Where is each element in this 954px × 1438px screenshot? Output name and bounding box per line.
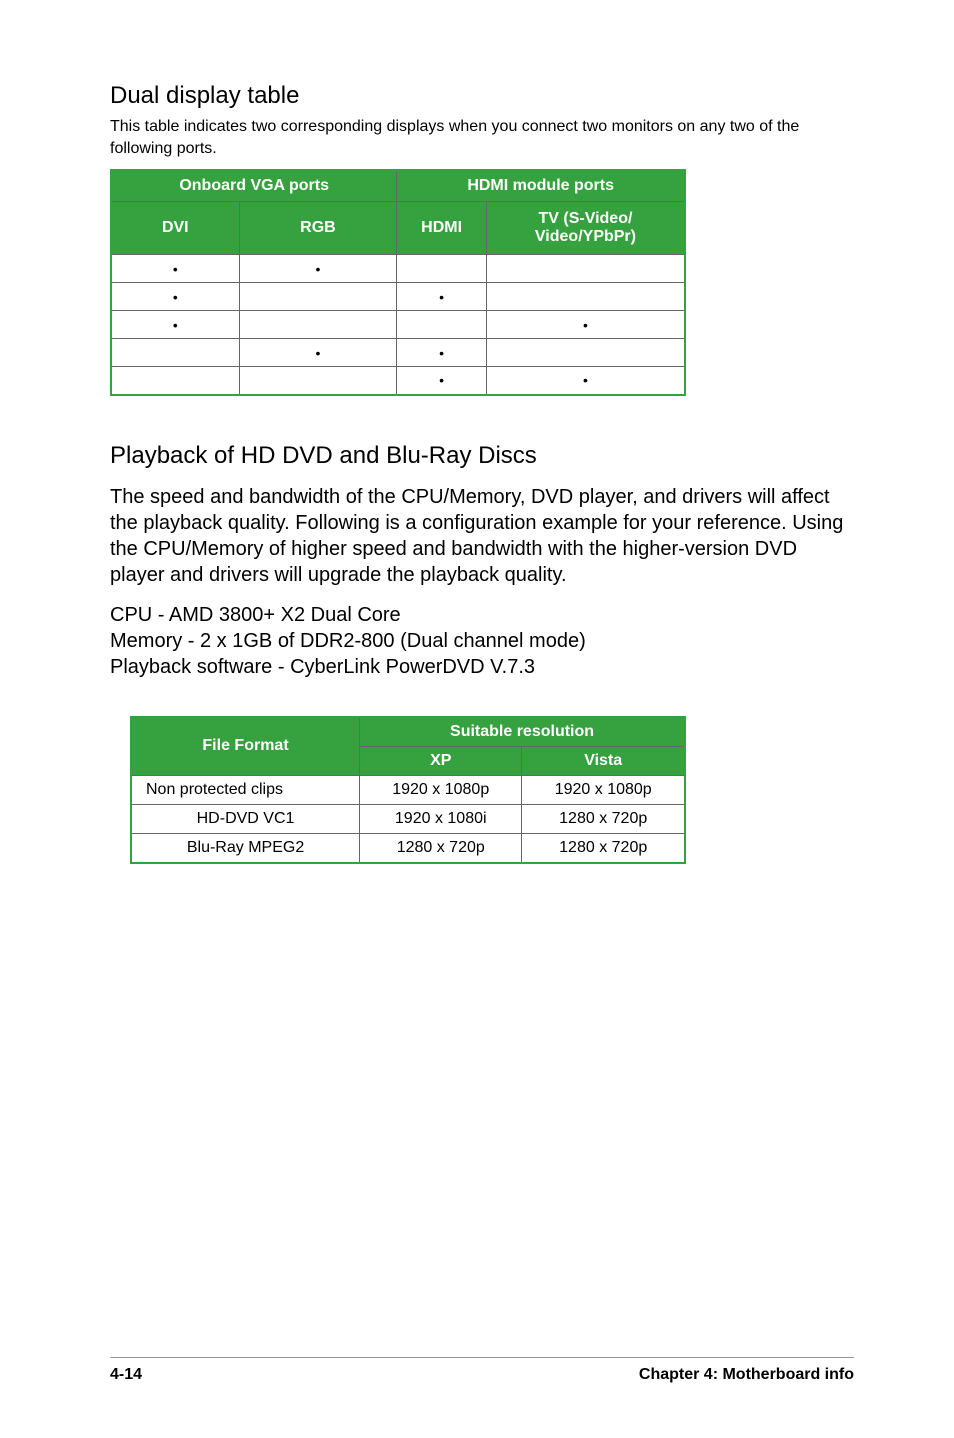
table-cell bbox=[111, 367, 239, 395]
table-row-xp: 1920 x 1080p bbox=[360, 775, 522, 804]
page-number: 4-14 bbox=[110, 1366, 142, 1384]
dual-display-heading: Dual display table bbox=[110, 82, 854, 110]
xp-header: XP bbox=[360, 746, 522, 775]
table-cell: • bbox=[486, 311, 685, 339]
table-cell: • bbox=[397, 339, 487, 367]
table-row-vista: 1920 x 1080p bbox=[522, 775, 685, 804]
spec-memory: Memory - 2 x 1GB of DDR2-800 (Dual chann… bbox=[110, 628, 854, 654]
vista-header: Vista bbox=[522, 746, 685, 775]
sub-header-rgb: RGB bbox=[239, 202, 397, 255]
group-header-hdmi: HDMI module ports bbox=[397, 170, 685, 202]
table-row-xp: 1920 x 1080i bbox=[360, 804, 522, 833]
table-cell: • bbox=[486, 367, 685, 395]
table-cell: • bbox=[397, 367, 487, 395]
table-cell bbox=[111, 339, 239, 367]
dual-display-table: Onboard VGA ports HDMI module ports DVI … bbox=[110, 169, 686, 396]
table-cell: • bbox=[239, 255, 397, 283]
table-cell bbox=[397, 311, 487, 339]
suitable-resolution-header: Suitable resolution bbox=[360, 717, 685, 747]
sub-header-dvi: DVI bbox=[111, 202, 239, 255]
table-cell: • bbox=[111, 255, 239, 283]
table-cell bbox=[239, 311, 397, 339]
playback-heading: Playback of HD DVD and Blu-Ray Discs bbox=[110, 442, 854, 470]
table-cell bbox=[486, 283, 685, 311]
dual-display-intro: This table indicates two corresponding d… bbox=[110, 116, 854, 159]
table-row-name: Non protected clips bbox=[131, 775, 360, 804]
table-cell: • bbox=[397, 283, 487, 311]
page-footer: 4-14 Chapter 4: Motherboard info bbox=[110, 1357, 854, 1384]
table-cell bbox=[239, 367, 397, 395]
table-row-xp: 1280 x 720p bbox=[360, 833, 522, 863]
table-row-vista: 1280 x 720p bbox=[522, 833, 685, 863]
table-row-name: HD-DVD VC1 bbox=[131, 804, 360, 833]
sub-header-hdmi: HDMI bbox=[397, 202, 487, 255]
group-header-onboard: Onboard VGA ports bbox=[111, 170, 397, 202]
table-cell bbox=[239, 283, 397, 311]
table-cell: • bbox=[111, 311, 239, 339]
spec-software: Playback software - CyberLink PowerDVD V… bbox=[110, 654, 854, 680]
table-cell: • bbox=[111, 283, 239, 311]
spec-cpu: CPU - AMD 3800+ X2 Dual Core bbox=[110, 602, 854, 628]
file-format-header: File Format bbox=[131, 717, 360, 776]
table-cell bbox=[397, 255, 487, 283]
table-row-vista: 1280 x 720p bbox=[522, 804, 685, 833]
chapter-title: Chapter 4: Motherboard info bbox=[639, 1366, 854, 1384]
table-cell: • bbox=[239, 339, 397, 367]
table-row-name: Blu-Ray MPEG2 bbox=[131, 833, 360, 863]
resolution-table: File Format Suitable resolution XP Vista… bbox=[130, 716, 686, 864]
sub-header-tv: TV (S-Video/Video/YPbPr) bbox=[486, 202, 685, 255]
table-cell bbox=[486, 255, 685, 283]
table-cell bbox=[486, 339, 685, 367]
playback-paragraph: The speed and bandwidth of the CPU/Memor… bbox=[110, 484, 854, 588]
